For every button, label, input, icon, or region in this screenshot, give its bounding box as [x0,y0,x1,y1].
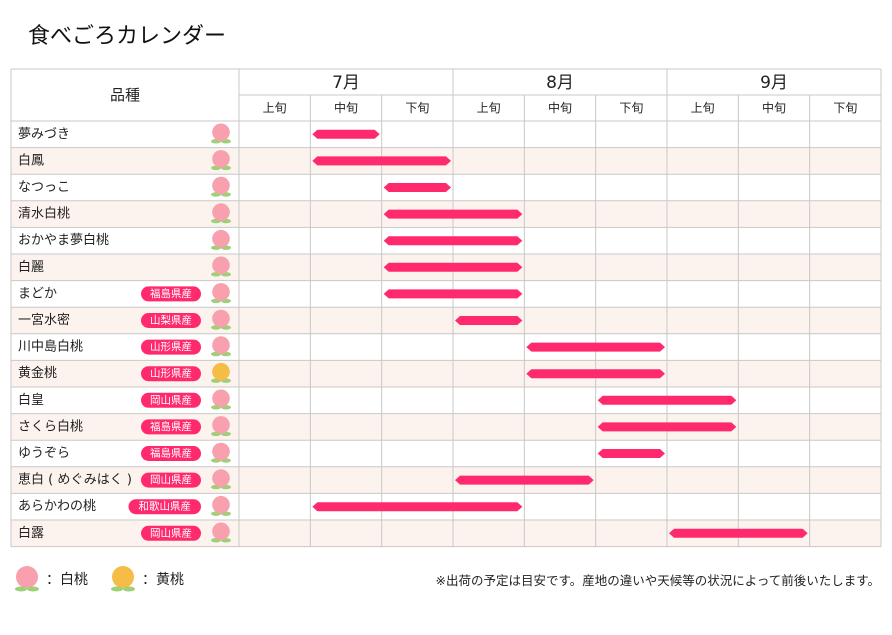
harvest-bar [383,236,523,246]
period-label: 上旬 [263,101,287,115]
row-background [11,121,881,148]
prefecture-badge [141,392,201,408]
white-peach-icon [211,176,231,197]
period-label: 中旬 [548,100,572,115]
white-peach-icon [211,256,231,277]
page-title: 食べごろカレンダー [28,24,227,49]
variety-label: 白皇 [18,392,44,408]
prefecture-label: 岡山県産 [150,393,192,406]
harvest-bar [312,129,380,139]
month-label: 8月 [546,73,574,93]
variety-label: まどか [18,286,57,301]
variety-label: 白麗 [18,259,44,275]
harvest-bar [597,422,737,432]
prefecture-label: 岡山県産 [150,473,192,486]
variety-label: 恵白 ( めぐみはく ) [18,472,132,488]
variety-label: 白鳳 [18,152,44,168]
white-peach-icon [211,442,231,463]
variety-label: おかやま夢白桃 [18,232,109,248]
yellow-peach-icon [211,362,231,383]
prefecture-badge [141,419,201,435]
prefecture-badge [141,525,201,541]
period-label: 下旬 [833,101,857,115]
prefecture-label: 和歌山県産 [139,500,192,513]
prefecture-label: 山梨県産 [150,314,192,327]
prefecture-label: 山形県産 [150,340,192,353]
period-label: 中旬 [762,100,786,115]
period-label: 上旬 [477,101,501,115]
variety-label: あらかわの桃 [18,499,96,514]
prefecture-badge [141,472,201,488]
month-label: 9月 [760,73,788,93]
white-peach-icon [211,522,231,543]
harvest-bar [383,262,523,272]
harvest-bar [669,528,808,538]
prefecture-badge [141,313,201,328]
variety-label: さくら白桃 [18,418,83,434]
white-peach-icon [211,203,231,224]
legend-yellow-peach: ：黄桃 [108,564,184,594]
harvest-bar [312,502,523,512]
period-label: 下旬 [405,101,429,115]
shipping-note: ※出荷の予定は目安です。産地の違いや天候等の状況によって前後いたします。 [435,573,880,588]
period-label: 上旬 [691,101,715,115]
white-peach-icon [211,123,231,144]
harvest-bar [455,316,523,325]
variety-label: 黄金桃 [18,365,57,381]
prefecture-label: 福島県産 [150,420,192,433]
white-peach-icon [211,309,231,330]
harvest-bar [312,156,451,166]
variety-label: 一宮水密 [18,312,70,328]
white-peach-icon [211,336,231,357]
yellow-peach-icon [111,566,135,592]
legend-yellow-peach-label: ：黄桃 [142,572,184,588]
prefecture-label: 福島県産 [150,287,192,300]
prefecture-badge [141,339,201,355]
harvest-bar [597,395,737,405]
white-peach-icon [211,283,231,304]
white-peach-icon [211,150,231,171]
prefecture-badge [128,499,201,515]
variety-header: 品種 [110,86,140,104]
white-peach-icon [211,389,231,410]
harvest-bar [383,183,451,192]
white-peach-icon [211,416,231,437]
period-label: 中旬 [334,100,358,115]
white-peach-icon [211,495,231,516]
prefecture-badge [141,286,201,302]
harvest-bar [383,209,523,219]
variety-label: 夢みづき [18,127,70,142]
legend-white-peach: ：白桃 [12,564,88,594]
period-label: 下旬 [619,101,643,115]
variety-label: ゆうぞら [18,446,70,461]
prefecture-label: 岡山県産 [150,526,192,539]
prefecture-badge [141,366,201,382]
prefecture-label: 福島県産 [150,447,192,460]
harvest-bar [597,449,665,458]
month-label: 7月 [332,73,360,93]
white-peach-icon [15,566,39,592]
variety-label: 川中島白桃 [18,339,83,355]
harvest-bar [526,342,665,352]
white-peach-icon [211,229,231,250]
white-peach-icon [211,469,231,490]
harvest-bar [455,475,594,485]
variety-label: 白露 [18,525,44,541]
variety-label: なつっこ [18,180,70,195]
legend-white-peach-label: ：白桃 [46,572,88,588]
harvest-bar [383,289,523,299]
prefecture-label: 山形県産 [150,367,192,380]
prefecture-badge [141,446,201,461]
harvest-bar [526,369,665,379]
variety-label: 清水白桃 [18,206,70,222]
